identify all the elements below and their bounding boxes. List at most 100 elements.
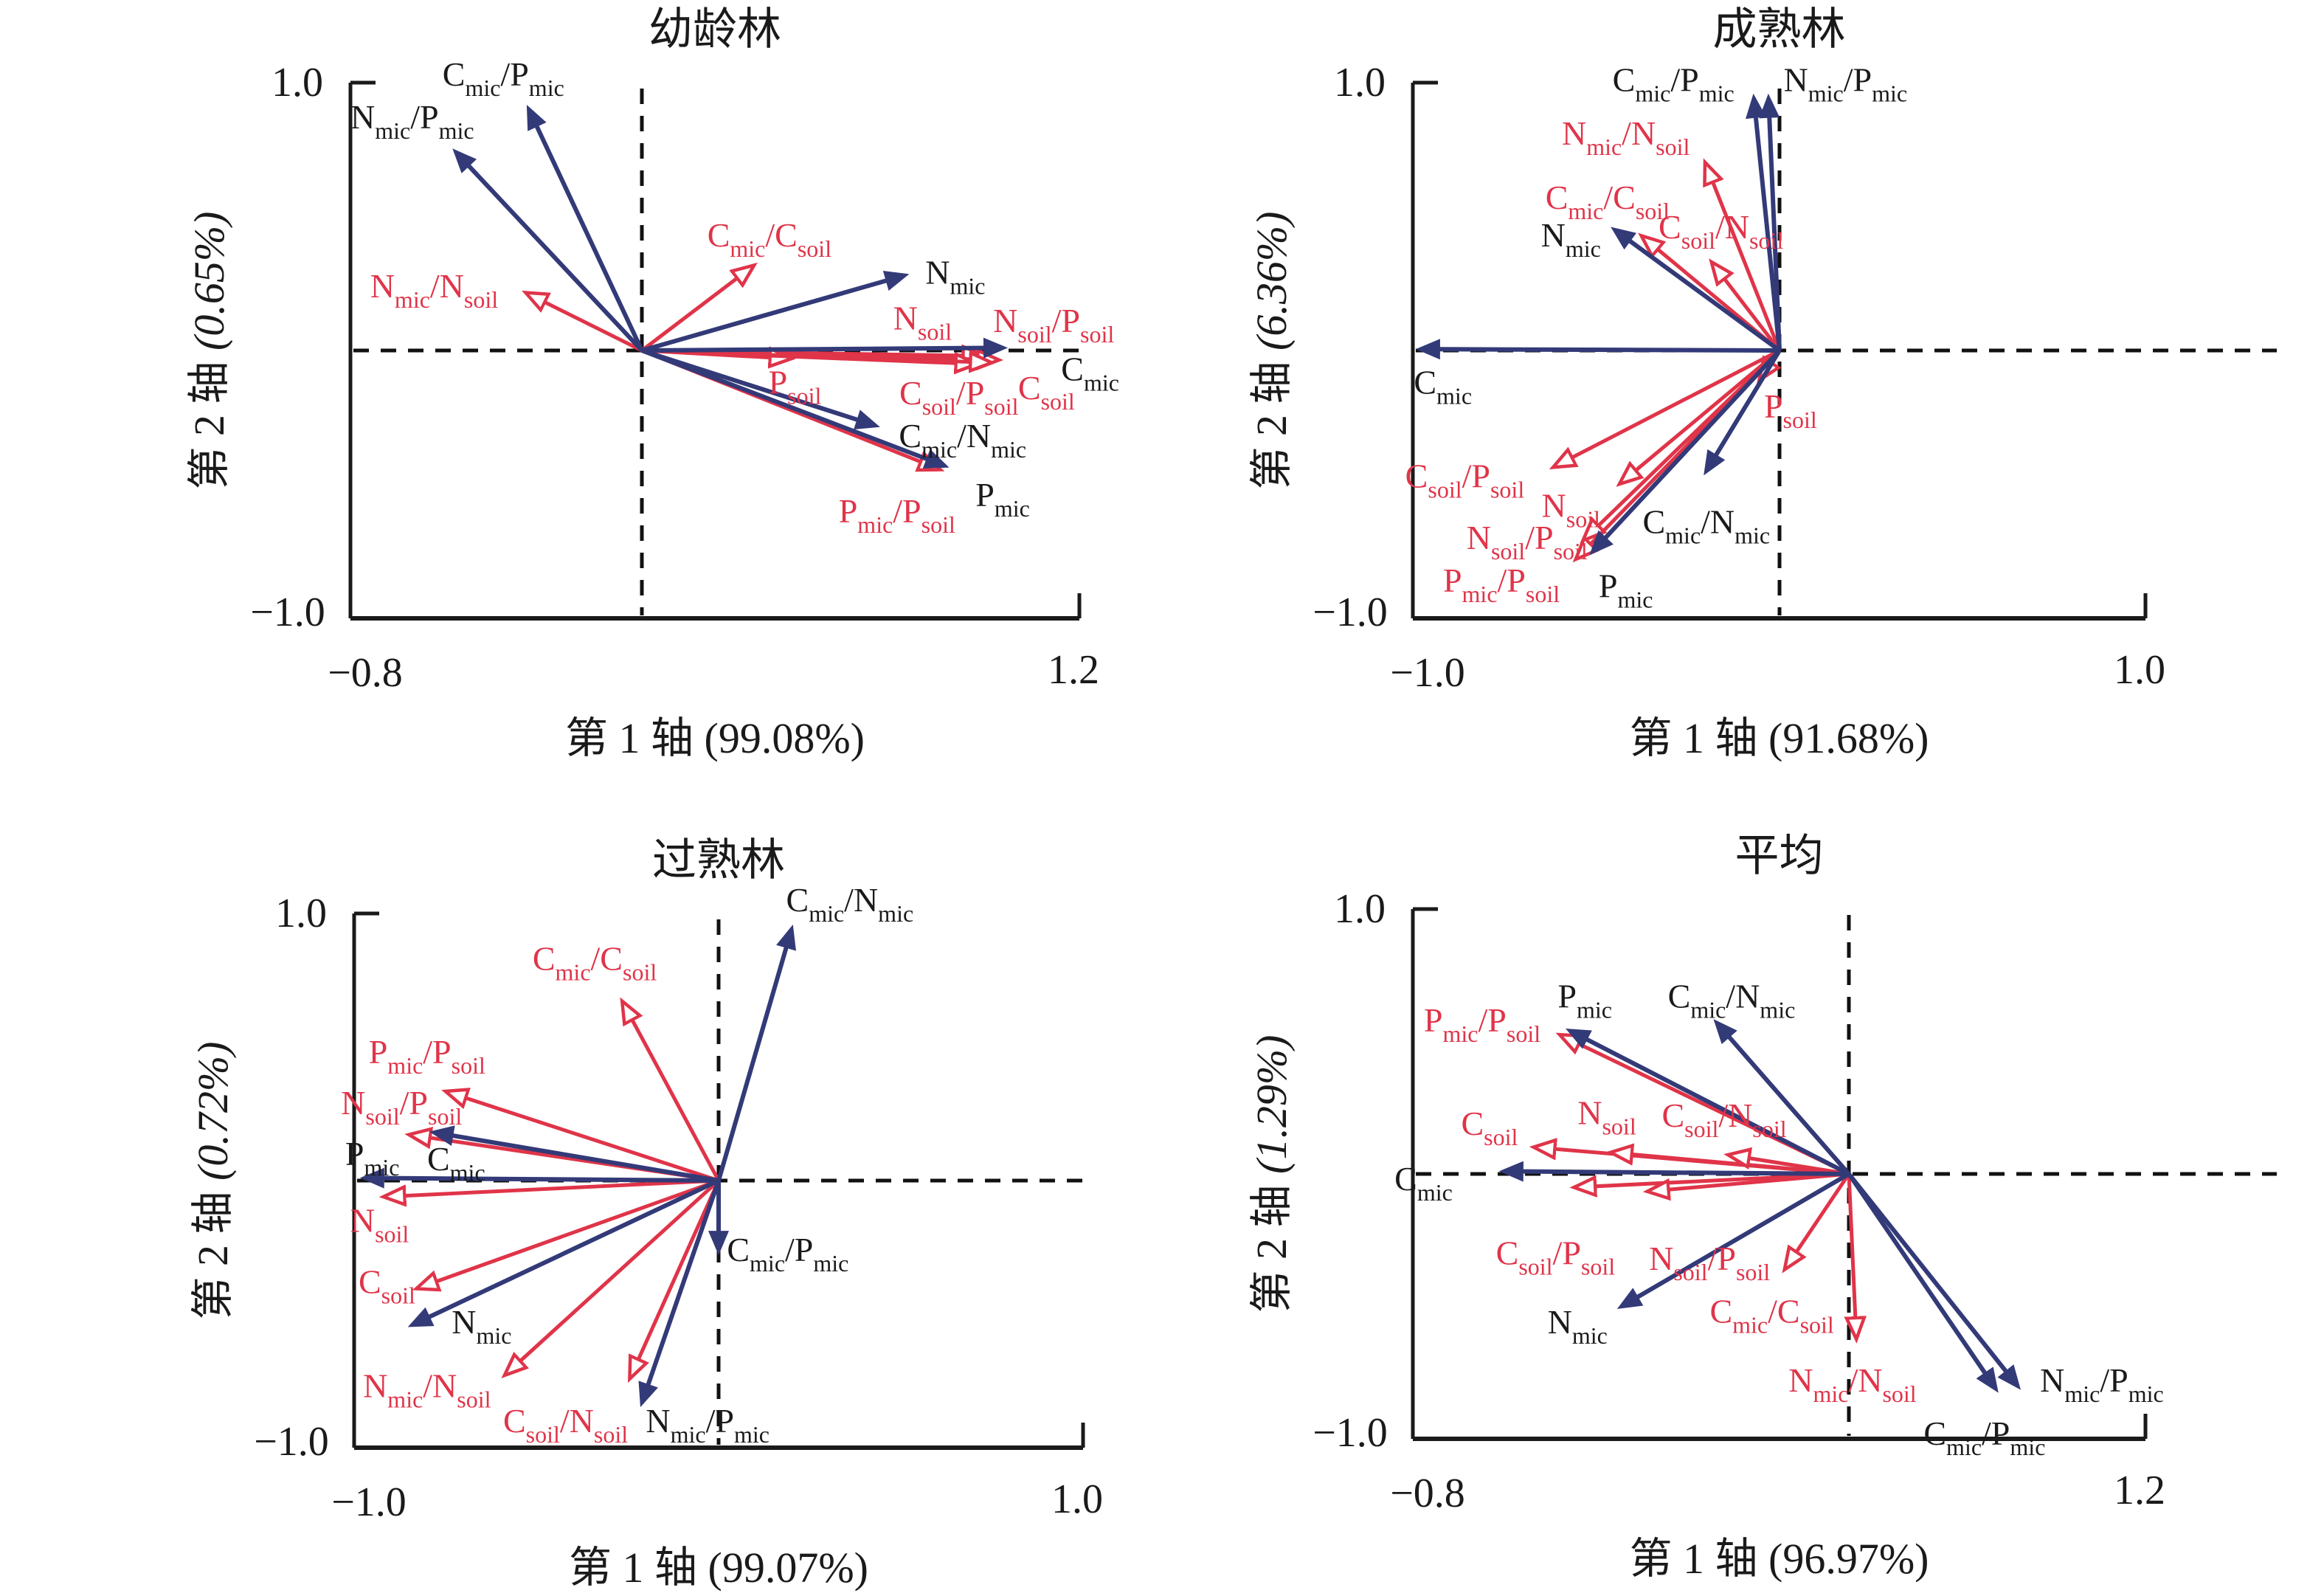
vector-label-p-mic: Pmic — [1599, 567, 1653, 612]
x-axis-title: 第 1 轴 (99.08%) — [565, 714, 865, 762]
vector-c-soil-n-soil — [631, 1179, 721, 1375]
vector-c-mic-p-mic — [526, 104, 644, 352]
vector-label-c-mic-n-mic: Cmic/Nmic — [899, 417, 1026, 463]
vector-label-p-mic: Pmic — [1557, 977, 1612, 1023]
panel-title-young: 幼龄林 — [649, 5, 781, 54]
vector-label-n-mic-n-soil: Nmic/Nsoil — [363, 1367, 491, 1413]
vector-label-p-mic-p-soil: Pmic/Psoil — [1443, 562, 1560, 607]
vector-p-mic — [359, 1167, 719, 1189]
vector-c-mic-n-mic — [1713, 1019, 1851, 1175]
vector-label-n-mic: Nmic — [1541, 216, 1601, 262]
x-tick-right: 1.0 — [1051, 1476, 1103, 1522]
y-axis-title: 第 2 轴 (0.65%) — [185, 212, 233, 490]
y-tick-bottom: −1.0 — [1313, 590, 1388, 635]
vector-label-c-mic-n-mic: Cmic/Nmic — [1668, 977, 1796, 1023]
vector-label-c-mic: Cmic — [427, 1140, 485, 1186]
vector-label-p-mic: Pmic — [975, 476, 1030, 522]
panel-title-mean: 平均 — [1735, 832, 1824, 880]
panel-mean: Pmic/Psoil Csoil Nsoil Csoil/Nsoil Csoil/Pso… — [1248, 832, 2277, 1583]
vector-label-n-mic: Nmic — [925, 254, 985, 300]
vector-label-n-soil: Nsoil — [1577, 1094, 1636, 1139]
vector-c-mic-p-mic — [1847, 1172, 1999, 1393]
vector-label-n-soil-p-soil: Nsoil/Psoil — [1467, 519, 1588, 564]
vector-label-p-mic: Pmic — [345, 1135, 400, 1181]
vector-label-n-mic-p-mic: Nmic/Pmic — [1783, 61, 1907, 106]
x-tick-left: −1.0 — [331, 1479, 407, 1525]
y-axis-title: 第 2 轴 (1.29%) — [1248, 1035, 1296, 1313]
vector-label-c-mic: Cmic — [1414, 364, 1472, 410]
panel-overmature: Cmic/Csoil Pmic/Psoil Nsoil/Psoil Nsoil Csoi… — [189, 836, 1103, 1592]
vector-label-c-mic-c-soil: Cmic/Csoil — [533, 940, 657, 986]
vector-p-mic — [1589, 348, 1782, 556]
y-axis-title: 第 2 轴 (6.36%) — [1248, 212, 1296, 490]
vector-c-mic — [1498, 1161, 1850, 1182]
y-tick-bottom: −1.0 — [1313, 1410, 1388, 1456]
vector-label-p-mic-p-soil: Pmic/Psoil — [1424, 1001, 1540, 1047]
x-tick-right: 1.2 — [1048, 647, 1099, 693]
vector-c-mic-n-mic — [1704, 349, 1782, 476]
vector-label-n-mic-n-soil: Nmic/Nsoil — [1562, 114, 1690, 160]
vector-label-n-mic: Nmic — [452, 1303, 511, 1349]
vector-n-mic — [1611, 227, 1781, 353]
vector-label-c-mic-p-mic: Cmic/Pmic — [443, 55, 564, 101]
vector-c-soil-n-soil — [1732, 1155, 1850, 1176]
vector-label-c-soil: Csoil — [1018, 369, 1075, 415]
x-tick-left: −0.8 — [1390, 1471, 1465, 1516]
vector-label-c-soil-n-soil: Csoil/Nsoil — [1659, 208, 1783, 254]
vector-label-n-soil: Nsoil — [350, 1201, 409, 1247]
vector-c-mic-c-soil — [624, 1004, 721, 1182]
vector-label-n-soil: Nsoil — [1542, 487, 1601, 533]
vector-label-c-soil-n-soil: Csoil/Nsoil — [503, 1402, 628, 1448]
vector-label-c-soil: Csoil — [359, 1263, 415, 1309]
vector-n-mic — [407, 1178, 720, 1327]
vector-c-mic — [429, 1125, 719, 1183]
vector-c-soil — [420, 1178, 719, 1288]
vector-p-mic — [1566, 1028, 1850, 1176]
vector-p-mic-p-soil — [449, 1093, 719, 1183]
vector-label-p-soil: Psoil — [1764, 387, 1817, 433]
vector-n-mic — [641, 271, 910, 353]
vector-n-soil-p-soil — [1651, 1172, 1850, 1191]
vector-label-c-soil-p-soil: Csoil/Psoil — [1496, 1234, 1616, 1280]
vector-n-mic-n-soil — [1706, 166, 1782, 351]
vector-label-n-mic-p-mic: Nmic/Pmic — [646, 1402, 770, 1448]
vector-label-n-mic-p-mic: Nmic/Pmic — [2040, 1361, 2164, 1407]
vector-label-n-mic-n-soil: Nmic/Nsoil — [1788, 1361, 1917, 1407]
x-axis-title: 第 1 轴 (96.97%) — [1630, 1535, 1929, 1583]
vector-c-soil-p-soil — [1556, 348, 1781, 466]
x-tick-right: 1.2 — [2114, 1468, 2165, 1513]
vector-label-p-mic-p-soil: Pmic/Psoil — [839, 492, 955, 538]
vector-label-c-mic-p-mic: Cmic/Pmic — [727, 1231, 848, 1277]
vector-label-c-mic-c-soil: Cmic/Csoil — [1546, 179, 1670, 224]
vector-c-mic-c-soil — [1787, 1172, 1851, 1267]
vector-c-mic — [1415, 339, 1780, 360]
vector-label-c-mic: Cmic — [1394, 1160, 1453, 1206]
vector-label-p-soil: Psoil — [769, 364, 822, 410]
x-axis-title: 第 1 轴 (99.07%) — [569, 1544, 868, 1592]
vector-n-mic-p-mic — [638, 1180, 721, 1408]
vector-label-c-mic-p-mic: Cmic/Pmic — [1923, 1414, 2045, 1460]
y-tick-top: 1.0 — [272, 60, 323, 106]
y-tick-bottom: −1.0 — [254, 1419, 329, 1465]
vector-n-mic-p-mic — [1759, 93, 1782, 351]
y-axis-title: 第 2 轴 (0.72%) — [189, 1042, 237, 1320]
y-tick-top: 1.0 — [1334, 60, 1386, 106]
vector-n-mic-n-soil — [529, 294, 643, 353]
vector-label-c-soil-n-soil: Csoil/Nsoil — [1661, 1096, 1786, 1142]
vector-label-c-mic-n-mic: Cmic/Nmic — [1642, 502, 1770, 548]
vector-label-n-mic-p-mic: Nmic/Pmic — [350, 98, 474, 144]
vector-label-n-soil-p-soil: Nsoil/Psoil — [993, 302, 1114, 348]
y-tick-top: 1.0 — [275, 891, 327, 936]
vector-n-mic-n-soil — [507, 1179, 720, 1373]
vector-n-mic-p-mic — [452, 148, 644, 353]
panel-title-mature: 成熟林 — [1713, 5, 1846, 54]
vector-label-c-soil-p-soil: Csoil/Psoil — [1405, 457, 1525, 503]
x-axis-title: 第 1 轴 (91.68%) — [1630, 714, 1929, 762]
vector-c-soil-n-soil — [1714, 265, 1781, 352]
y-tick-bottom: −1.0 — [250, 590, 325, 635]
vector-n-soil — [1622, 349, 1781, 482]
vector-c-mic-n-mic — [716, 924, 796, 1181]
